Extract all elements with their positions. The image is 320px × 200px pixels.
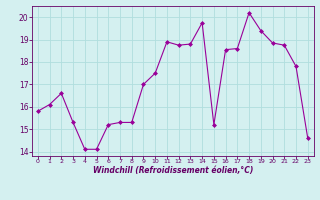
- X-axis label: Windchill (Refroidissement éolien,°C): Windchill (Refroidissement éolien,°C): [92, 166, 253, 175]
